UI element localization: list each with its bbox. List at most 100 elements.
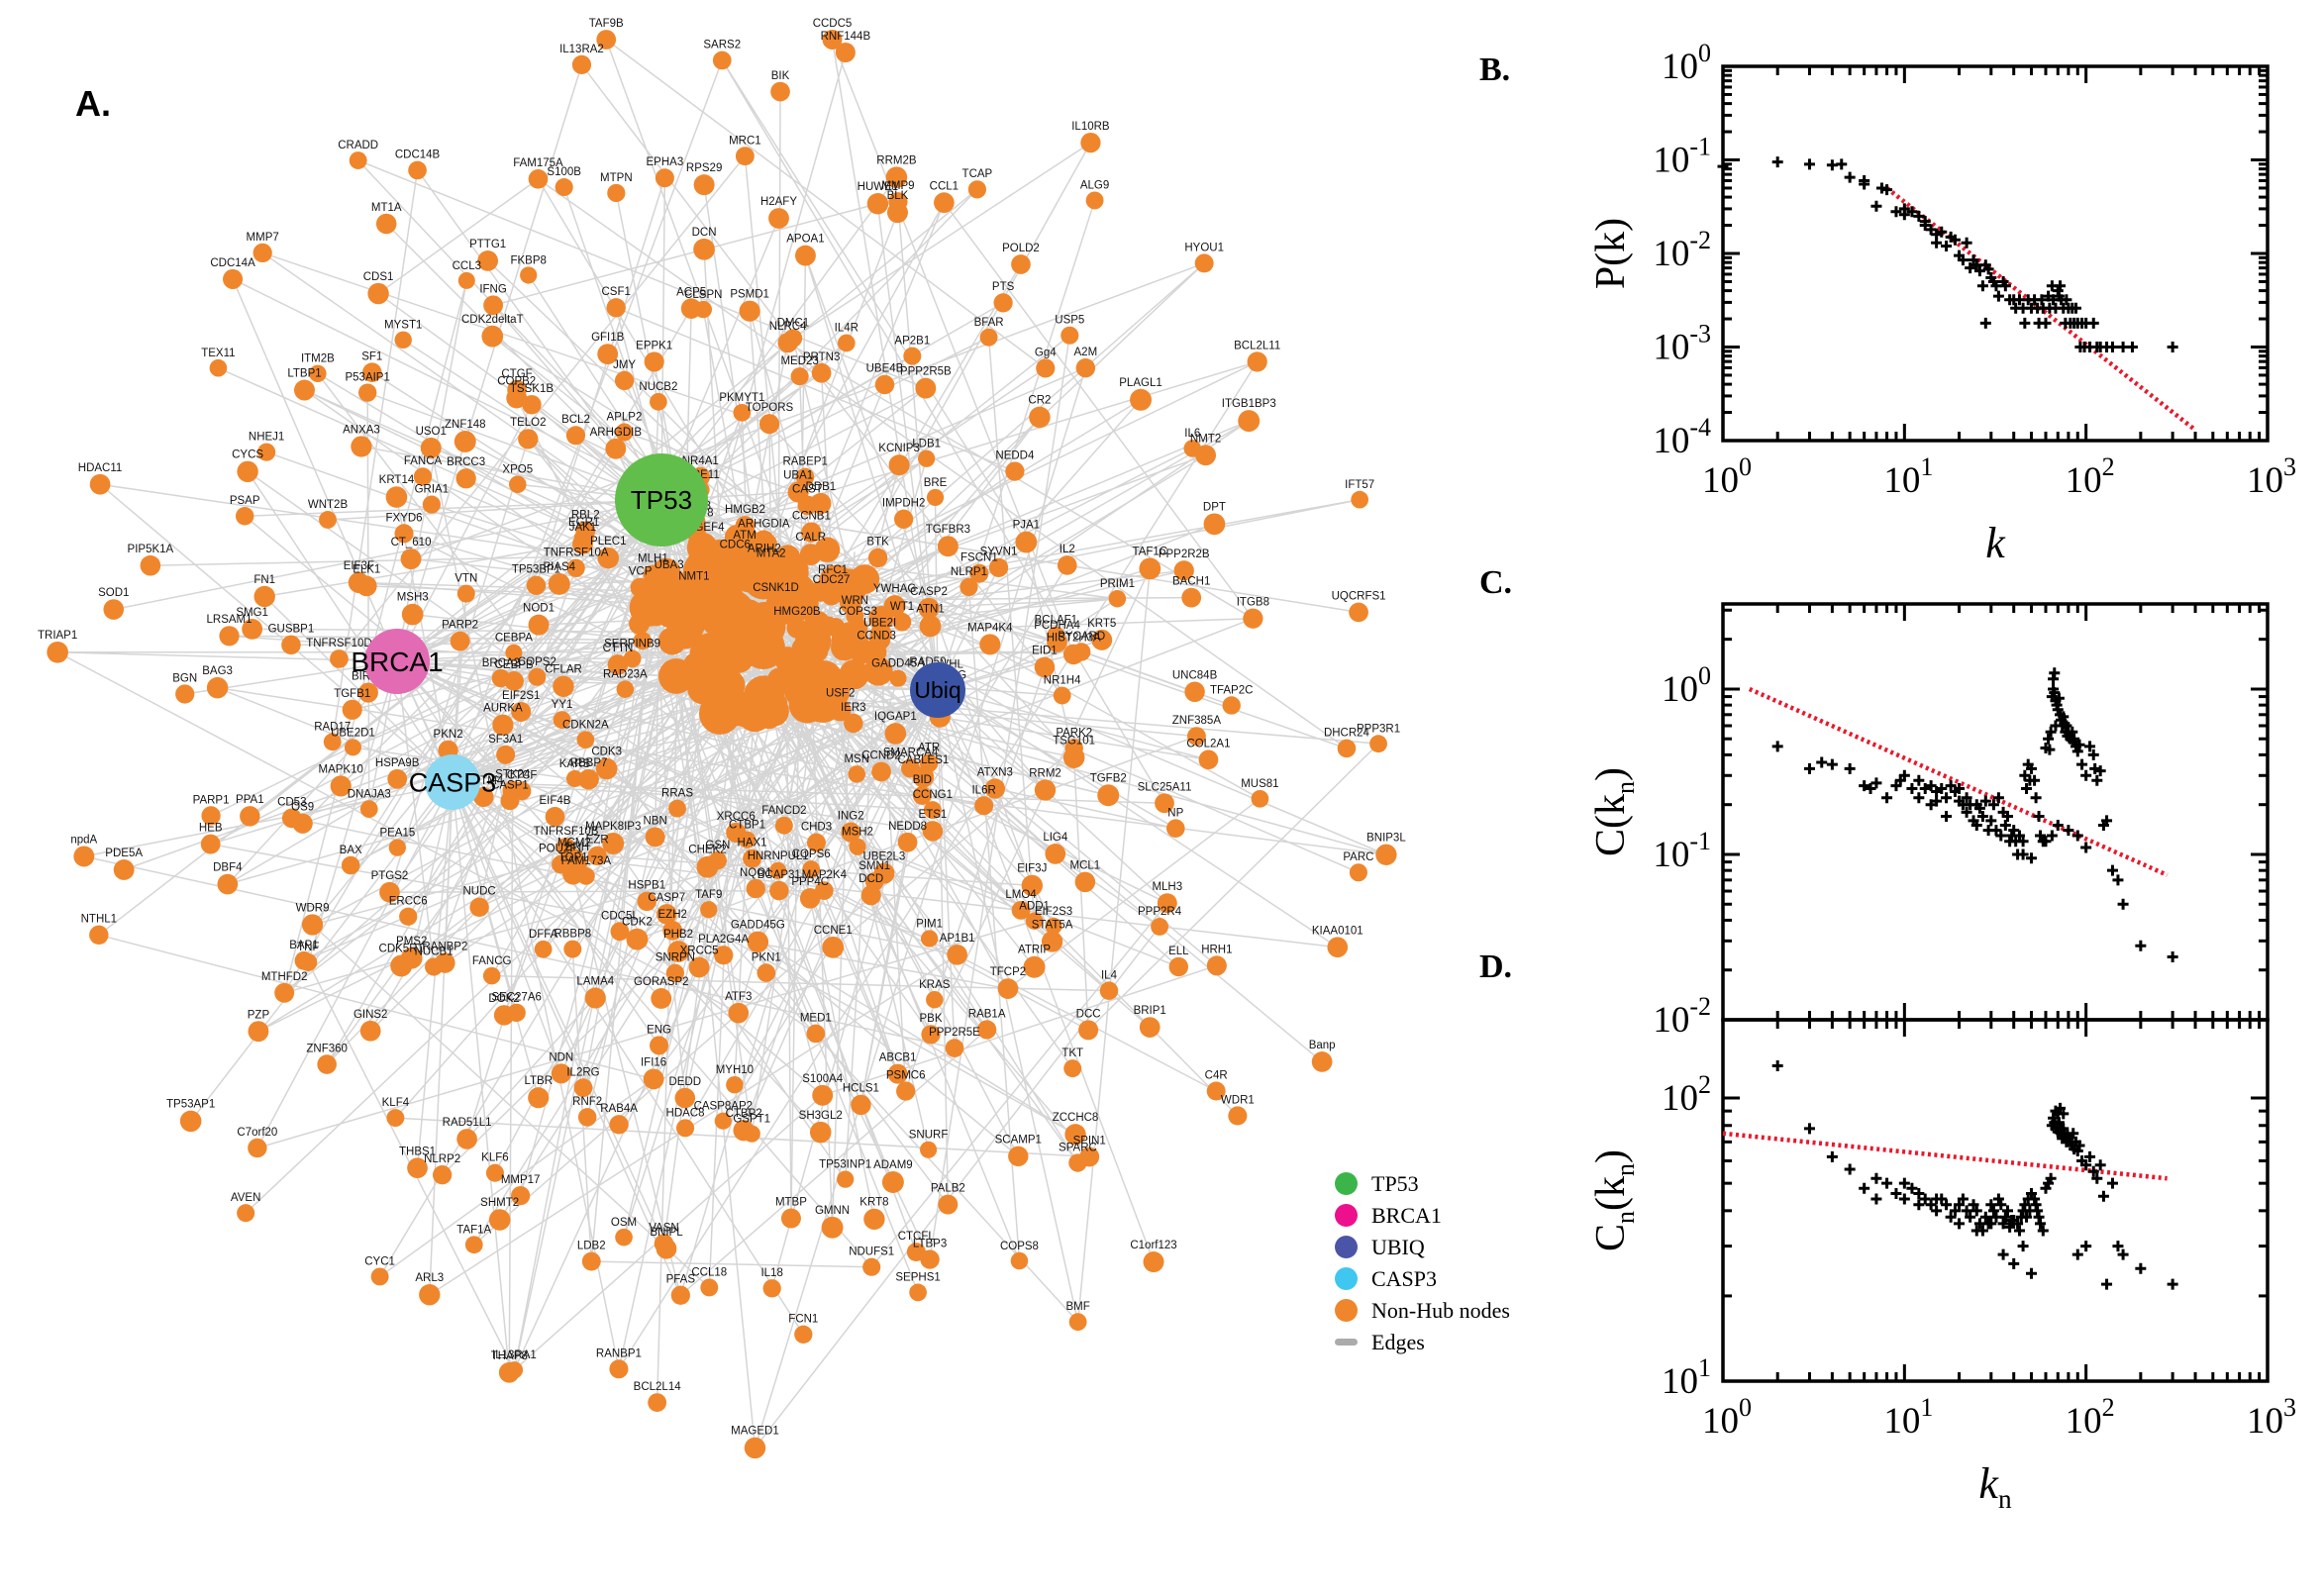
network-node	[1247, 351, 1267, 372]
network-node	[330, 649, 349, 668]
gene-label: LRSAM1	[207, 614, 252, 626]
network-node	[248, 1138, 267, 1158]
network-node	[670, 1285, 690, 1305]
network-node	[357, 682, 378, 703]
x-axis-label: k	[1985, 519, 2006, 567]
network-node	[1327, 937, 1349, 957]
gene-label: TNFRSF10B	[534, 826, 599, 838]
network-node	[777, 332, 798, 353]
gene-label: TEX11	[201, 348, 235, 359]
gene-label: OS9	[291, 802, 314, 814]
network-node	[386, 1109, 405, 1128]
network-node	[650, 392, 667, 411]
gene-label: TNF	[297, 942, 319, 953]
network-node	[762, 1279, 781, 1298]
network-node	[301, 914, 324, 936]
gene-label: IL6	[1184, 428, 1200, 440]
network-node	[648, 1393, 667, 1413]
network-node	[1034, 779, 1057, 801]
gene-label: EPPK1	[636, 340, 672, 351]
gene-label: MYST1	[384, 320, 422, 332]
gene-label: CSF1	[601, 286, 630, 298]
gene-label: ARHGDIB	[590, 427, 643, 439]
gene-label: LMO4	[1005, 889, 1037, 901]
gene-label: DBF4	[213, 862, 243, 874]
network-node	[874, 374, 895, 395]
network-node	[744, 1437, 766, 1459]
gene-label: POU2F1	[539, 844, 583, 855]
gene-label: ATN1	[916, 603, 945, 615]
gene-label: NUDC	[462, 886, 495, 898]
network-node	[897, 832, 918, 852]
gene-label: PIP5K1A	[128, 544, 174, 555]
gene-label: RAD17	[314, 721, 351, 733]
gene-label: MAGED1	[731, 1426, 779, 1438]
network-node	[1078, 1020, 1099, 1041]
gene-label: CASP1	[491, 779, 529, 791]
gene-label: BTK	[866, 537, 889, 549]
network-node	[390, 954, 413, 977]
gene-label: PARP2	[442, 620, 478, 632]
network-node	[846, 607, 864, 626]
network-node	[887, 1063, 908, 1084]
legend-item-edges: Edges	[1335, 1331, 1510, 1353]
gene-label: GADD45G	[731, 920, 785, 932]
y-tick-label: 10-3	[1653, 320, 1711, 368]
network-node	[1097, 784, 1120, 807]
network-node	[209, 358, 228, 377]
gene-label: AP1B1	[940, 933, 975, 945]
network-node	[734, 541, 756, 562]
gene-label: RRM2	[1029, 767, 1061, 779]
gene-label: YY1	[552, 699, 573, 711]
gene-label: ATXN3	[977, 766, 1013, 778]
scatter-points	[1771, 1059, 2178, 1290]
gene-label: EIF3F	[344, 560, 374, 572]
network-node	[633, 631, 652, 650]
gene-label: SEPHS1	[895, 1272, 940, 1284]
gene-label: MRC1	[729, 135, 761, 147]
network-node	[1071, 643, 1091, 661]
network-node	[578, 768, 599, 790]
network-node	[237, 1204, 255, 1223]
network-node	[1351, 490, 1369, 509]
gene-label: RAD23A	[603, 668, 648, 680]
network-node	[1025, 912, 1044, 930]
network-node	[993, 293, 1013, 313]
gene-label: TGFB1	[334, 688, 370, 700]
network-node	[644, 351, 664, 372]
network-node	[520, 266, 538, 284]
network-node	[528, 169, 549, 189]
gene-label: NMT1	[678, 571, 709, 583]
x-tick-label: 103	[2247, 452, 2296, 501]
plot-frame	[1721, 1018, 2270, 1383]
gene-label: PSMD1	[730, 289, 769, 301]
network-node	[528, 1087, 550, 1109]
network-node	[281, 635, 301, 655]
gene-label: BIK	[771, 70, 790, 82]
gene-label: PIAS4	[543, 561, 575, 573]
gene-label: UBA1	[783, 469, 813, 481]
network-node	[432, 1165, 453, 1185]
network-legend: TP53 BRCA1 UBIQ CASP3 Non-Hub nodes Edge…	[1335, 1172, 1510, 1353]
gene-label: STK24	[495, 768, 531, 780]
gene-label: DCN	[692, 227, 717, 239]
gene-label: NDUFS1	[849, 1247, 894, 1258]
gene-label: MED23	[780, 355, 818, 367]
gene-label: TRIAP1	[38, 630, 77, 642]
gene-label: Gg4	[1035, 347, 1057, 358]
gene-label: MSN	[844, 753, 869, 765]
network-node	[351, 436, 372, 457]
gene-label: TSSK1B	[510, 383, 554, 395]
network-node	[274, 982, 295, 1003]
network-node	[893, 509, 914, 529]
gene-label: SHMT2	[480, 1197, 519, 1209]
network-node	[454, 430, 476, 452]
network-node	[1168, 956, 1189, 977]
network-node	[367, 282, 389, 305]
gene-label: DMC1	[777, 317, 810, 329]
network-node	[1184, 681, 1205, 702]
gene-label: NOD1	[523, 603, 555, 615]
gene-label: RAB1A	[968, 1008, 1006, 1020]
gene-label: MAPK8IP3	[585, 821, 641, 833]
gene-label: PTS	[992, 281, 1015, 293]
